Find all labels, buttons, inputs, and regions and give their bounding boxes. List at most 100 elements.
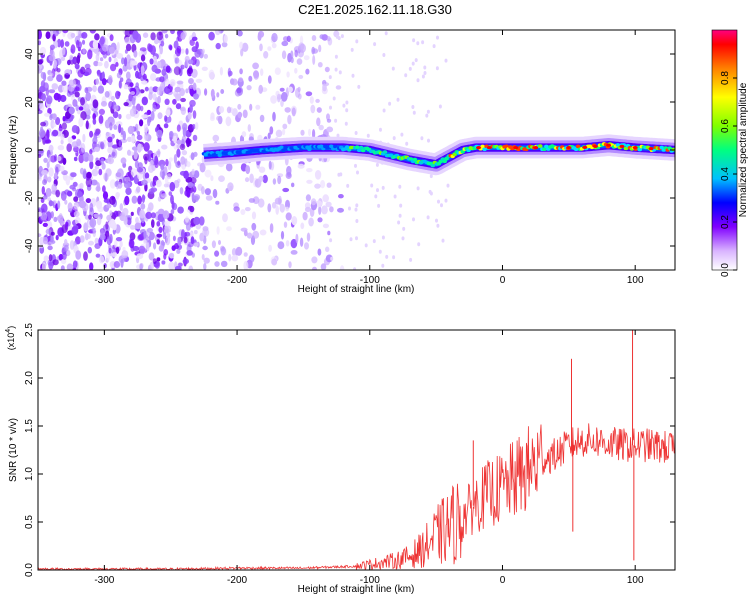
noise-blob: [79, 167, 85, 175]
noise-blob: [202, 245, 208, 251]
colorbar: 0.0 0.2 0.4 0.6 0.8 Normalized spectral ampl…: [711, 29, 749, 277]
noise-blob: [339, 172, 343, 177]
noise-blob: [110, 63, 117, 72]
noise-blob: [84, 214, 90, 220]
noise-blob: [129, 82, 134, 88]
noise-blob: [240, 48, 244, 57]
noise-blob: [82, 103, 90, 112]
noise-blob: [312, 266, 317, 270]
noise-blob: [188, 78, 194, 85]
noise-blob: [67, 225, 73, 232]
noise-blob: [176, 139, 182, 145]
noise-blob: [108, 101, 114, 109]
noise-blob: [113, 210, 119, 218]
noise-blob: [80, 111, 87, 121]
noise-blob: [108, 46, 115, 54]
noise-blob: [51, 183, 57, 193]
noise-blob: [274, 197, 282, 205]
ridge-core: [412, 157, 418, 162]
noise-blob: [291, 182, 295, 188]
noise-blob: [166, 173, 172, 180]
noise-blob: [315, 200, 323, 208]
noise-blob: [41, 169, 48, 176]
noise-blob: [161, 193, 167, 199]
noise-blob: [204, 169, 212, 178]
noise-blob: [64, 189, 70, 195]
noise-blob: [288, 261, 292, 269]
noise-blob: [141, 179, 148, 186]
noise-blob: [118, 139, 122, 147]
noise-blob: [286, 165, 292, 176]
noise-blob: [436, 35, 439, 40]
noise-blob: [143, 142, 150, 152]
ridge-core: [382, 150, 388, 154]
noise-blob: [94, 243, 101, 250]
noise-blob: [150, 110, 155, 121]
noise-blob: [401, 236, 405, 241]
noise-blob: [190, 177, 197, 184]
colorbar-tick-label: 0.0: [720, 263, 731, 277]
ridge-peak: [513, 146, 519, 150]
noise-blob: [95, 78, 99, 85]
noise-blob: [163, 225, 169, 234]
noise-blob: [177, 236, 182, 246]
noise-blob: [48, 144, 54, 152]
snr-multiplier-exp: 4: [5, 329, 12, 333]
noise-blob: [82, 152, 90, 162]
noise-blob: [49, 72, 54, 77]
noise-blob: [42, 72, 47, 82]
noise-blob: [77, 69, 84, 78]
ridge-core: [544, 144, 549, 149]
noise-blob: [78, 117, 84, 128]
noise-blob: [310, 198, 317, 206]
noise-blob: [78, 41, 82, 49]
noise-blob: [203, 257, 210, 264]
noise-blob: [214, 250, 220, 257]
noise-blob: [62, 251, 67, 260]
noise-blob: [187, 67, 193, 75]
noise-blob: [339, 265, 345, 270]
noise-blob: [290, 57, 294, 64]
colorbar-tick-label: 0.8: [720, 71, 731, 85]
noise-blob: [309, 96, 314, 104]
noise-blob: [396, 97, 400, 102]
noise-blob: [85, 120, 89, 130]
noise-blob: [244, 177, 250, 183]
noise-blob: [45, 95, 53, 105]
noise-blob: [193, 242, 199, 247]
noise-blob: [285, 240, 290, 247]
noise-blob: [187, 182, 194, 188]
noise-blob: [334, 67, 338, 72]
noise-blob: [426, 109, 430, 114]
noise-blob: [75, 216, 81, 225]
noise-blob: [193, 230, 198, 235]
noise-blob: [272, 111, 276, 122]
noise-blob: [296, 58, 303, 65]
noise-blob: [281, 91, 288, 102]
noise-blob: [168, 261, 175, 270]
noise-blob: [56, 74, 63, 82]
noise-blob: [345, 108, 349, 113]
noise-blob: [141, 96, 148, 106]
ridge-core: [215, 150, 220, 155]
noise-blob: [131, 97, 136, 106]
noise-blob: [89, 160, 94, 170]
noise-blob: [128, 165, 133, 172]
noise-blob: [142, 195, 146, 201]
noise-blob: [385, 254, 389, 259]
noise-blob: [41, 186, 45, 195]
noise-blob: [306, 232, 311, 242]
noise-blob: [87, 49, 93, 60]
noise-blob: [191, 168, 195, 176]
ridge-core: [480, 144, 485, 149]
noise-blob: [188, 59, 194, 65]
noise-blob: [291, 216, 298, 226]
noise-blob: [166, 232, 171, 239]
noise-blob: [180, 156, 186, 165]
noise-blob: [382, 53, 386, 57]
noise-blob: [80, 143, 86, 153]
noise-blob: [96, 216, 102, 226]
noise-blob: [184, 58, 189, 68]
noise-blob: [96, 69, 101, 77]
